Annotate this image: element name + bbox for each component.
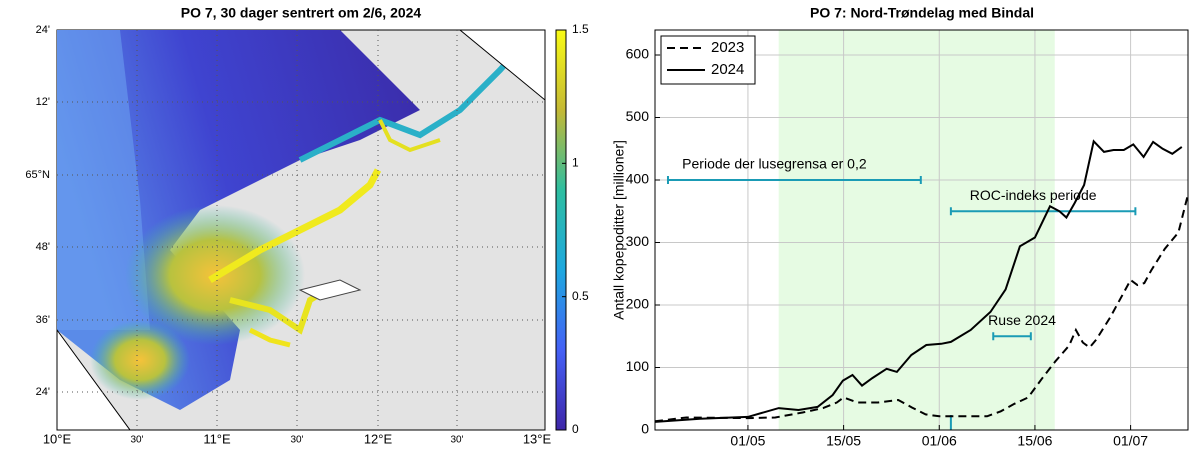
- annotation-label: Periode der lusegrensa er 0,2: [682, 156, 867, 172]
- colorbar-tick-label: 1: [572, 156, 579, 170]
- lon-label: 10°E: [43, 431, 72, 446]
- annotation-label: Ruse 2024: [988, 312, 1056, 328]
- page: {"chart_data": [ {"type": "map", "title"…: [0, 0, 1189, 450]
- lat-label: 12': [36, 96, 50, 108]
- map: PO 7, 30 dager sentrert om 2/6, 2024: [57, 5, 566, 430]
- lon-label: 30': [290, 435, 303, 446]
- lon-label: 13°E: [523, 431, 552, 446]
- map-hotspot: [90, 320, 190, 400]
- line-chart: PO 7: Nord-Trøndelag med Bindal Antall k…: [611, 5, 1188, 449]
- lat-label: 48': [36, 241, 50, 253]
- lon-label: 30': [130, 435, 143, 446]
- map-title: PO 7, 30 dager sentrert om 2/6, 2024: [181, 5, 422, 21]
- lat-label: 36': [36, 314, 50, 326]
- y-tick-label: 500: [626, 108, 650, 124]
- colorbar-tick-label: 0.5: [572, 289, 589, 303]
- chart-title: PO 7: Nord-Trøndelag med Bindal: [810, 5, 1034, 21]
- x-tick-label: 01/05: [730, 433, 765, 449]
- lon-label: 12°E: [364, 431, 393, 446]
- x-tick-label: 01/06: [922, 433, 957, 449]
- legend: 2023 2024: [661, 36, 755, 84]
- colorbar-tick-label: 0: [572, 422, 579, 436]
- lat-label: 65°N: [25, 169, 50, 181]
- lat-label: 24': [36, 24, 50, 36]
- y-tick-label: 300: [626, 233, 650, 249]
- y-tick-label: 400: [626, 171, 650, 187]
- y-tick-label: 200: [626, 296, 650, 312]
- y-tick-label: 600: [626, 46, 650, 62]
- y-tick-label: 100: [626, 358, 650, 374]
- lat-label: 24': [36, 386, 50, 398]
- x-tick-label: 15/05: [826, 433, 861, 449]
- x-tick-label: 01/07: [1113, 433, 1148, 449]
- annotation-label: ROC-indeks periode: [970, 187, 1097, 203]
- lon-label: 11°E: [203, 431, 231, 446]
- shaded-period: [779, 30, 1055, 430]
- colorbar-tick-label: 1.5: [572, 22, 589, 36]
- lon-label: 30': [450, 435, 463, 446]
- figure: PO 7, 30 dager sentrert om 2/6, 2024 PO …: [0, 0, 1189, 450]
- legend-label: 2023: [711, 39, 744, 56]
- legend-label: 2024: [711, 61, 744, 78]
- colorbar: [556, 30, 566, 430]
- x-tick-label: 15/06: [1017, 433, 1052, 449]
- y-tick-label: 0: [641, 421, 649, 437]
- y-axis-label: Antall kopepoditter [millioner]: [611, 140, 627, 320]
